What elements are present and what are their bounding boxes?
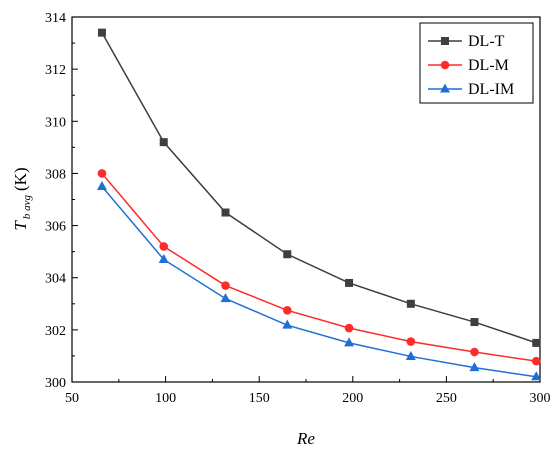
- legend-item-dl-t: DL-T: [428, 33, 505, 50]
- data-point-dl-im: [282, 319, 293, 329]
- legend-item-dl-m: DL-M: [428, 57, 509, 74]
- y-tick-label: 306: [45, 220, 66, 235]
- x-tick-label: 200: [342, 391, 363, 406]
- y-axis-title: Tb avg(K): [11, 167, 33, 230]
- data-point-dl-im: [96, 180, 107, 190]
- data-point-dl-m: [531, 356, 541, 366]
- y-tick-label: 300: [45, 376, 66, 391]
- x-axis-title: Re: [296, 429, 315, 448]
- data-point-dl-t: [406, 299, 415, 308]
- x-tick-label: 100: [155, 391, 176, 406]
- data-point-dl-t: [97, 28, 106, 37]
- series-dl-im: [96, 180, 542, 381]
- data-point-dl-im: [344, 337, 355, 347]
- data-point-dl-t: [159, 138, 168, 147]
- series-line-dl-m: [101, 172, 537, 362]
- legend-item-dl-im: DL-IM: [428, 81, 514, 98]
- y-tick-label: 310: [45, 115, 66, 130]
- data-point-dl-m: [97, 169, 107, 178]
- data-point-dl-t: [283, 250, 292, 259]
- data-point-dl-im: [405, 350, 416, 360]
- data-point-dl-m: [406, 337, 416, 346]
- data-point-dl-t: [532, 338, 541, 347]
- data-point-dl-im: [469, 362, 480, 372]
- legend-marker: [441, 37, 449, 45]
- legend-marker: [440, 60, 450, 70]
- data-point-dl-m: [282, 306, 292, 315]
- data-point-dl-m: [344, 323, 354, 333]
- y-tick-label: 308: [45, 167, 66, 182]
- y-axis: 300 302 304 306 308 310 312 314: [45, 11, 78, 391]
- x-axis: 50 100 150 200 250 300: [65, 376, 550, 406]
- data-point-dl-im: [220, 293, 231, 303]
- x-tick-label: 50: [65, 391, 79, 406]
- data-point-dl-t: [221, 208, 230, 217]
- x-tick-label: 150: [249, 391, 270, 406]
- legend-marker: [440, 83, 450, 93]
- series-dl-t: [97, 28, 541, 347]
- legend-label: DL-M: [468, 57, 509, 74]
- series-line-dl-im: [101, 185, 537, 378]
- series-layer: [96, 28, 542, 381]
- legend: DL-T DL-M DL-IM: [419, 22, 534, 104]
- data-point-dl-m: [470, 347, 479, 357]
- y-tick-label: 312: [45, 63, 66, 78]
- y-tick-label: 302: [45, 324, 66, 339]
- data-point-dl-m: [221, 281, 230, 290]
- data-point-dl-t: [470, 318, 479, 327]
- data-point-dl-im: [531, 371, 542, 381]
- y-tick-label: 304: [45, 272, 66, 287]
- series-line-dl-t: [101, 32, 537, 344]
- series-dl-m: [97, 169, 541, 366]
- legend-label: DL-T: [468, 33, 505, 50]
- data-point-dl-im: [158, 253, 169, 263]
- y-tick-label: 314: [45, 11, 66, 26]
- legend-label: DL-IM: [468, 81, 514, 98]
- data-point-dl-m: [159, 242, 169, 251]
- x-tick-label: 300: [530, 391, 550, 406]
- x-tick-label: 250: [436, 391, 457, 406]
- data-point-dl-t: [345, 278, 354, 287]
